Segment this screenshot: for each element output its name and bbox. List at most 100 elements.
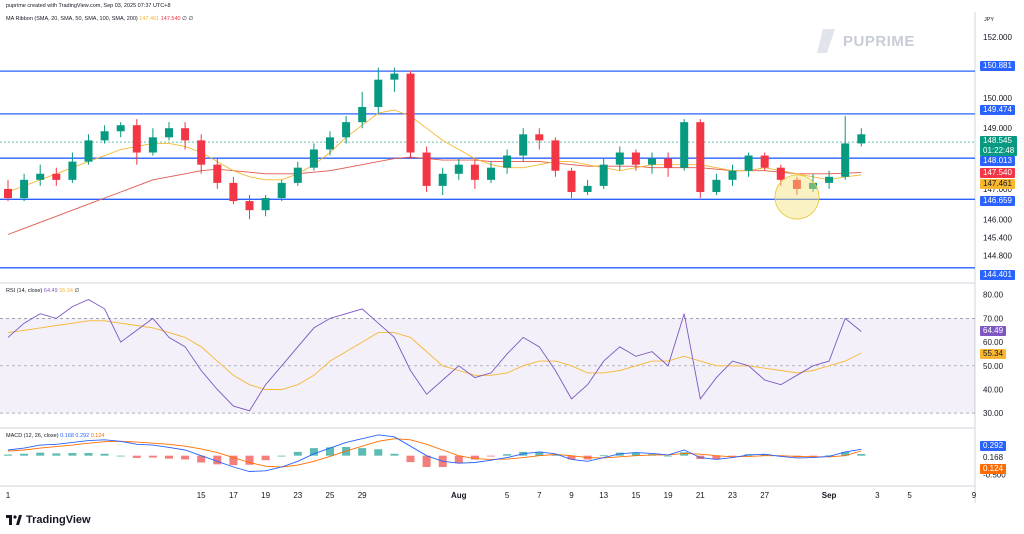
candle-body-34 <box>551 140 560 171</box>
macd-hist-bar-37 <box>599 455 608 457</box>
macd-hist-bar-26 <box>422 455 431 467</box>
candle-body-17 <box>277 182 286 199</box>
x-tick-17: Sep <box>822 491 837 500</box>
macd-value-2: 0.292 <box>75 433 90 439</box>
macd-hist-bar-39 <box>631 452 640 456</box>
rsi-value-1: 64.49 <box>43 288 58 294</box>
x-tick-20: 9 <box>972 491 977 500</box>
macd-hist-bar-20 <box>326 447 334 456</box>
rsi-tick-1: 70.00 <box>983 314 1004 323</box>
macd-hist-bar-1 <box>20 453 29 456</box>
macd-pane <box>4 434 866 472</box>
level-tag-148013: 148.013 <box>980 156 1015 166</box>
candle-body-21 <box>342 122 351 138</box>
macd-hist-bar-53 <box>857 454 866 456</box>
macd-line <box>7 434 862 472</box>
x-tick-0: 1 <box>6 491 11 500</box>
rsi-tick-4: 40.00 <box>983 385 1004 394</box>
current-price-tag: 148.545 01:22:48 <box>980 136 1018 156</box>
macd-signal-tag: 0.124 <box>980 464 1007 474</box>
candle-body-6 <box>100 131 109 141</box>
chart-watermark: puprime created with TradingView.com, Se… <box>6 3 171 9</box>
macd-legend[interactable]: MACD (12, 26, close) 0.168 0.292 0.124 <box>6 433 104 439</box>
macd-hist-bar-19 <box>309 448 318 456</box>
ma-yellow-tag: 147.461 <box>980 179 1015 189</box>
candle-body-36 <box>583 185 592 192</box>
candle-body-46 <box>744 155 753 171</box>
candle-body-53 <box>857 134 866 144</box>
macd-label: MACD (12, 26, close) <box>6 433 59 439</box>
ribbon-value-4: ∅ <box>188 16 194 22</box>
ribbon-legend[interactable]: MA Ribbon (SMA, 20, SMA, 50, SMA, 100, S… <box>6 16 193 22</box>
macd-hist-bar-35 <box>567 455 576 460</box>
macd-hist-bar-12 <box>197 455 206 463</box>
candle-body-47 <box>760 155 769 168</box>
rsi-legend[interactable]: RSI (14, close) 64.49 55.34 ∅ <box>6 288 79 294</box>
x-tick-19: 5 <box>907 491 912 500</box>
x-tick-9: 7 <box>537 491 542 500</box>
x-tick-3: 19 <box>261 491 270 500</box>
candle-body-28 <box>454 164 463 174</box>
x-tick-7: Aug <box>451 491 467 500</box>
candle-body-44 <box>712 179 721 192</box>
candle-body-2 <box>36 173 45 180</box>
puprime-logo-icon <box>817 29 835 53</box>
candle-body-12 <box>197 140 206 165</box>
candle-body-24 <box>390 73 399 80</box>
tradingview-brand[interactable]: TradingView <box>6 514 91 526</box>
macd-hist-bar-33 <box>535 451 544 456</box>
macd-hist-bar-6 <box>100 453 109 456</box>
x-tick-2: 17 <box>229 491 238 500</box>
candle-body-48 <box>776 167 785 180</box>
macd-hist-bar-28 <box>454 455 463 464</box>
rsi-tick-2: 60.00 <box>983 338 1004 347</box>
ribbon-value-2: 147.540 <box>160 16 181 22</box>
candle-body-51 <box>825 176 834 183</box>
macd-hist-bar-22 <box>358 448 367 456</box>
macd-hist-bar-14 <box>229 455 238 466</box>
x-tick-15: 23 <box>728 491 737 500</box>
candles <box>4 67 866 220</box>
x-tick-16: 27 <box>760 491 769 500</box>
candle-body-11 <box>181 128 190 141</box>
currency-label: JPY <box>984 17 995 23</box>
price-tick-5: 145.400 <box>983 234 1012 243</box>
macd-hist-bar-24 <box>390 453 399 456</box>
rsi-label: RSI (14, close) <box>6 288 43 294</box>
macd-hist-bar-5 <box>84 453 93 456</box>
candle-body-35 <box>567 170 576 192</box>
level-tag-150881: 150.881 <box>980 61 1015 71</box>
macd-hist-bar-2 <box>36 452 45 456</box>
x-tick-5: 25 <box>326 491 335 500</box>
macd-hist-bar-31 <box>503 454 512 456</box>
candle-body-29 <box>470 164 479 180</box>
macd-hist-bar-0 <box>4 454 12 456</box>
ma50-line <box>7 156 862 235</box>
macd-hist-bar-51 <box>825 455 834 457</box>
level-tag-146659: 146.659 <box>980 196 1015 206</box>
rsi-value-2: 55.34 <box>59 288 73 294</box>
macd-hist-bar-45 <box>728 455 737 457</box>
macd-hist-bar-50 <box>809 455 817 457</box>
candle-body-52 <box>841 143 850 177</box>
rsi-line <box>7 298 862 412</box>
candle-body-50 <box>809 182 817 189</box>
x-tick-8: 5 <box>505 491 510 500</box>
x-tick-13: 19 <box>664 491 673 500</box>
macd-hist-bar-11 <box>181 455 190 460</box>
candle-body-1 <box>20 179 29 199</box>
price-tick-4: 146.000 <box>983 215 1012 224</box>
ribbon-label: MA Ribbon (SMA, 20, SMA, 50, SMA, 100, S… <box>6 16 138 22</box>
rsi-lines <box>7 298 862 412</box>
rsi-value-3: ∅ <box>74 288 80 294</box>
candle-body-19 <box>309 149 318 168</box>
time-axis-ticks: 1 15 17 19 23 25 29 Aug 5 7 9 13 15 19 21 23 27 Sep 3 5 9 <box>6 491 977 500</box>
macd-hist-bar-52 <box>841 451 850 456</box>
level-tag-144401: 144.401 <box>980 270 1015 280</box>
macd-hist-bar-42 <box>680 452 689 456</box>
macd-hist-bar-25 <box>406 455 415 463</box>
candle-body-49 <box>792 179 801 189</box>
macd-hist-bar-47 <box>760 454 769 456</box>
candle-body-27 <box>438 173 447 186</box>
